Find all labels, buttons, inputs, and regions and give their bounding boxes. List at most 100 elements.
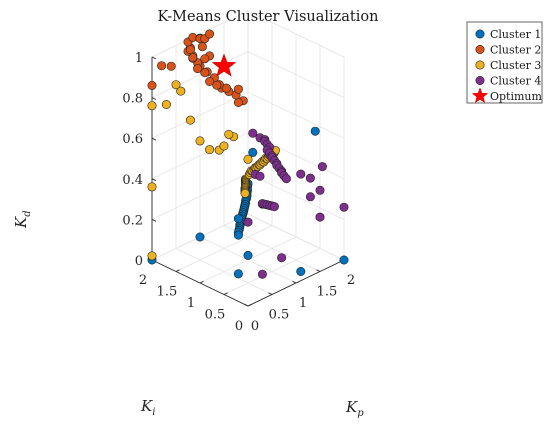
legend-marker: [475, 60, 485, 70]
data-point: [147, 101, 157, 111]
data-point: [233, 230, 243, 240]
data-point: [240, 188, 250, 198]
kp-tick-mark: [268, 292, 273, 295]
data-point: [315, 185, 325, 195]
ki-tick-label: 1.5: [157, 285, 178, 300]
series-4: [211, 53, 237, 77]
grid-line: [247, 51, 345, 98]
data-point: [185, 115, 195, 125]
data-point: [195, 232, 205, 242]
optimum-marker: [211, 53, 237, 77]
data-point: [277, 253, 287, 263]
kd-tick-label: 0.6: [122, 132, 143, 147]
data-point: [255, 171, 265, 181]
data-point: [315, 212, 325, 222]
data-point: [195, 136, 205, 146]
data-point: [147, 182, 157, 192]
ki-tick-label: 0: [235, 319, 243, 334]
data-point: [305, 173, 315, 183]
ki-tick-label: 2: [139, 273, 147, 288]
legend-label: Cluster 2: [490, 44, 541, 57]
data-point: [243, 217, 253, 227]
grid-line: [151, 51, 249, 98]
legend-marker: [475, 29, 485, 39]
data-point: [339, 255, 349, 265]
data-point: [171, 80, 181, 90]
kd-tick-label: 0.2: [122, 213, 143, 228]
legend-label: Cluster 4: [490, 75, 541, 88]
kd-tick-label: 0.4: [122, 173, 143, 188]
data-point: [317, 162, 327, 172]
ki-tick-label: 0.5: [205, 308, 226, 323]
data-point: [296, 169, 306, 179]
kd-tick-mark: [151, 97, 157, 100]
ki-tick-label: 1: [187, 296, 195, 311]
data-point: [161, 100, 171, 110]
legend-label: Optimum: [490, 90, 543, 103]
data-point: [310, 126, 320, 136]
data-point: [257, 269, 267, 279]
data-point: [166, 61, 176, 71]
legend: Cluster 1 Cluster 2 Cluster 3 Cluster 4 Opti…: [466, 21, 543, 104]
kd-tick-mark: [151, 218, 157, 222]
kp-tick-label: 1: [299, 296, 307, 311]
data-point: [197, 42, 207, 52]
kd-tick-mark: [151, 137, 157, 141]
data-point: [233, 84, 243, 94]
data-point: [296, 266, 306, 276]
grid-line: [247, 173, 345, 220]
grid-line: [199, 236, 297, 284]
y-axis-label: Ki: [140, 397, 155, 418]
data-point: [281, 174, 291, 184]
kd-tick-label: 0.8: [122, 92, 143, 107]
chart-title: K-Means Cluster Visualization: [158, 9, 379, 25]
data-point: [233, 269, 243, 279]
data-point: [185, 45, 195, 55]
kp-tick-mark: [316, 269, 321, 272]
ki-tick-mark: [199, 280, 204, 284]
data-point: [205, 29, 215, 39]
kp-tick-mark: [244, 303, 249, 307]
grid-line: [247, 91, 345, 139]
data-point: [248, 147, 258, 157]
data-point: [147, 251, 157, 261]
grid-line: [247, 213, 345, 261]
data-point: [193, 64, 203, 74]
series-1: [147, 29, 248, 108]
grid-line: [151, 91, 249, 139]
data-point: [200, 54, 210, 64]
legend-label: Cluster 1: [490, 28, 541, 41]
x-axis-label: Kp: [345, 398, 364, 419]
ki-tick-mark: [175, 269, 180, 272]
grid-line: [151, 173, 249, 220]
data-point: [147, 80, 157, 90]
ki-tick-mark: [247, 303, 252, 307]
tick-labels: 0 0.5 1 1.5 2 0 0.5 1 1.5 2 0 0.2 0.4 0.6 0.8 1: [122, 51, 355, 334]
kp-tick-label: 0: [251, 319, 259, 334]
legend-label: Cluster 3: [490, 59, 541, 72]
kd-tick-mark: [151, 56, 157, 60]
series-3: [243, 128, 349, 279]
data-points: [147, 29, 349, 279]
data-point: [233, 214, 243, 224]
data-point: [221, 83, 231, 93]
data-point: [200, 68, 210, 78]
kd-tick-mark: [151, 178, 157, 182]
data-point: [219, 141, 229, 151]
data-point: [243, 154, 253, 164]
ki-tick-mark: [223, 292, 228, 295]
data-point: [248, 128, 258, 138]
legend-marker: [475, 76, 485, 86]
data-point: [339, 202, 349, 212]
z-axis-label: Kd: [12, 210, 33, 229]
legend-marker: [475, 44, 485, 54]
grid-line: [247, 10, 345, 58]
data-point: [224, 129, 234, 139]
kd-tick-label: 0: [135, 254, 143, 269]
data-point: [269, 202, 279, 212]
axis-frame: [151, 56, 345, 307]
data-point: [157, 61, 167, 71]
data-point: [233, 98, 243, 108]
grid-line: [223, 248, 321, 295]
